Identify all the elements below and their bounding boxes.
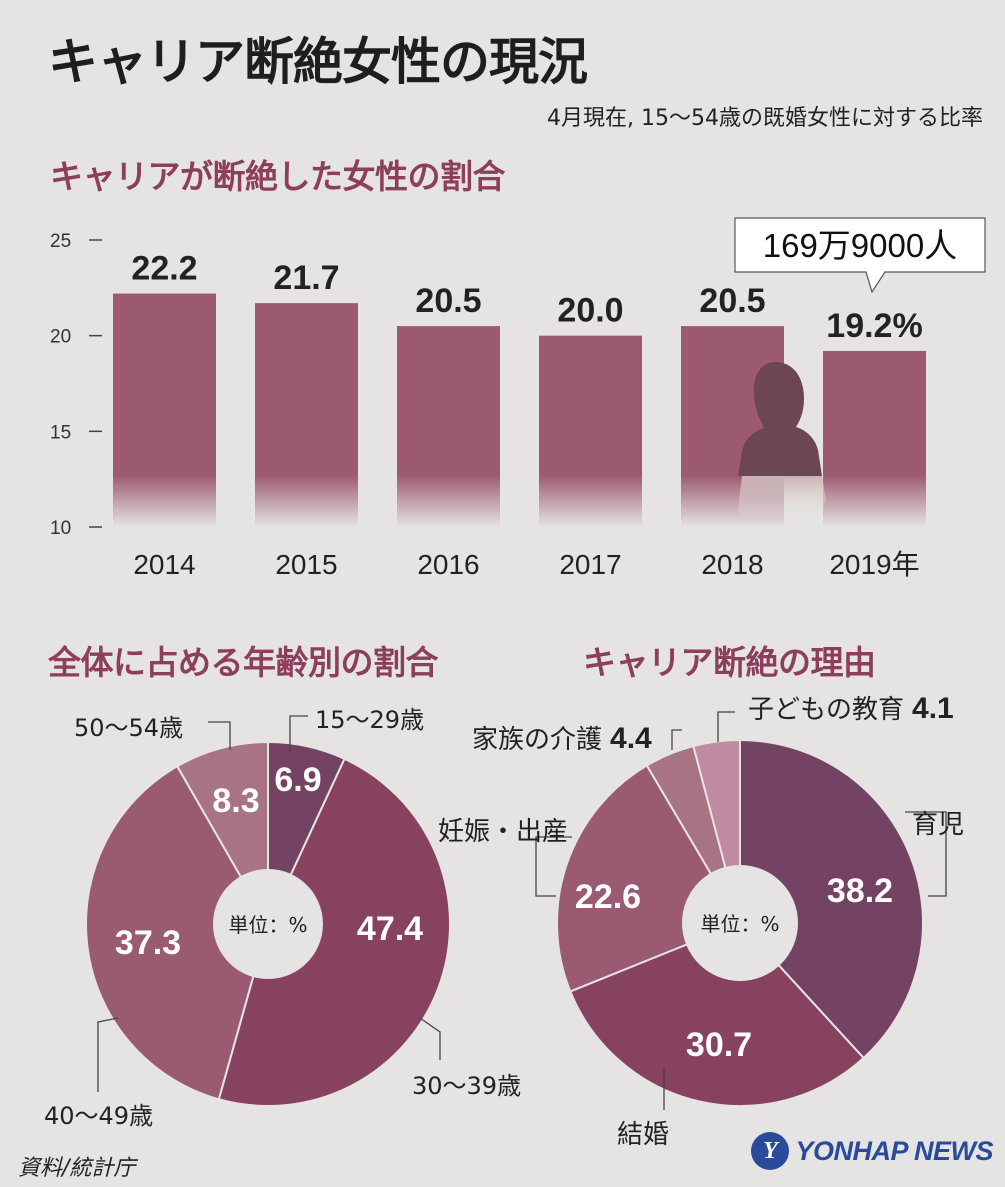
page-title: キャリア断絶女性の現況 bbox=[48, 33, 588, 91]
y-tick-label: 10 bbox=[50, 518, 71, 539]
y-tick-label: 25 bbox=[50, 231, 71, 252]
bar bbox=[113, 293, 216, 475]
leader-line bbox=[289, 715, 308, 752]
x-tick-label: 2014 bbox=[133, 549, 195, 580]
unit-label: 単位：% bbox=[700, 912, 779, 936]
slice-label: 家族の介護 4.4 bbox=[472, 722, 652, 755]
bar-fade bbox=[397, 475, 500, 527]
leader-line bbox=[208, 721, 231, 750]
x-tick-label: 2018 bbox=[701, 549, 763, 580]
slice-value-label: 30.7 bbox=[686, 1026, 752, 1064]
callout-bubble: 169万9000人 bbox=[734, 217, 986, 294]
leader-line bbox=[419, 1017, 441, 1060]
slice-label: 15〜29歳 bbox=[315, 706, 424, 734]
slice-label: 育児 bbox=[912, 810, 964, 840]
bar-value-label: 22.2 bbox=[131, 250, 197, 288]
bar-value-label: 20.5 bbox=[699, 282, 765, 320]
yonhap-logo-icon: Y bbox=[751, 1132, 790, 1170]
age-chart-title: 全体に占める年齢別の割合 bbox=[48, 643, 439, 682]
y-tick-label: 15 bbox=[50, 422, 71, 443]
slice-value-label: 47.4 bbox=[357, 910, 423, 948]
donut-slice bbox=[85, 764, 270, 1101]
leader-line bbox=[535, 836, 572, 897]
yonhap-logo-text: YONHAP NEWS bbox=[795, 1135, 993, 1166]
bar-value-label: 20.5 bbox=[415, 282, 481, 320]
slice-label: 結婚 bbox=[617, 1120, 669, 1150]
x-tick-label: 2019年 bbox=[829, 549, 919, 580]
leader-line bbox=[97, 1017, 119, 1092]
page-subtitle: 4月現在, 15〜54歳の既婚女性に対する比率 bbox=[547, 106, 983, 131]
unit-label: 単位：% bbox=[228, 913, 307, 937]
bar-chart-title: キャリアが断絶した女性の割合 bbox=[50, 157, 506, 196]
slice-label: 子どもの教育 4.1 bbox=[748, 692, 954, 725]
yonhap-logo: Y YONHAP NEWS bbox=[751, 1132, 993, 1170]
slice-value-label: 38.2 bbox=[827, 872, 893, 910]
donut-slice bbox=[568, 921, 865, 1107]
woman-silhouette-icon bbox=[738, 362, 826, 516]
x-tick-label: 2016 bbox=[417, 549, 479, 580]
bar bbox=[397, 326, 500, 475]
reason-chart-title: キャリア断絶の理由 bbox=[583, 643, 876, 682]
bar-value-label: 20.0 bbox=[557, 292, 623, 330]
donut-hole bbox=[682, 865, 798, 981]
slice-value-label: 22.6 bbox=[575, 878, 641, 916]
callout-text: 169万9000人 bbox=[763, 227, 957, 264]
bar-fade bbox=[113, 475, 216, 527]
slice-label: 30〜39歳 bbox=[412, 1072, 521, 1100]
bar bbox=[255, 303, 358, 475]
slice-value-label: 4.1 bbox=[912, 692, 954, 725]
bar-value-label: 21.7 bbox=[273, 259, 339, 297]
slice-value-label: 4.4 bbox=[610, 722, 652, 755]
donut-slice bbox=[217, 757, 451, 1107]
bar-fade bbox=[823, 475, 926, 527]
slice-value-label: 8.3 bbox=[212, 782, 259, 820]
leader-line bbox=[671, 729, 682, 750]
bar-fade bbox=[539, 475, 642, 527]
x-tick-label: 2015 bbox=[275, 549, 337, 580]
x-tick-label: 2017 bbox=[559, 549, 621, 580]
source-note: 資料/統計庁 bbox=[18, 1156, 136, 1181]
leader-line bbox=[717, 711, 735, 742]
slice-label: 50〜54歳 bbox=[74, 714, 183, 742]
bar bbox=[823, 350, 926, 475]
slice-label: 妊娠・出産 bbox=[438, 817, 568, 847]
y-tick-label: 20 bbox=[50, 327, 71, 348]
bar-fade bbox=[255, 475, 358, 527]
bar-value-label: 19.2% bbox=[826, 307, 922, 345]
slice-value-label: 6.9 bbox=[274, 761, 321, 799]
donut-hole bbox=[213, 869, 323, 979]
donut-slice bbox=[739, 738, 924, 1060]
leader-line bbox=[905, 811, 947, 897]
slice-label: 40〜49歳 bbox=[44, 1102, 153, 1130]
slice-value-label: 37.3 bbox=[115, 924, 181, 962]
bar bbox=[539, 335, 642, 475]
